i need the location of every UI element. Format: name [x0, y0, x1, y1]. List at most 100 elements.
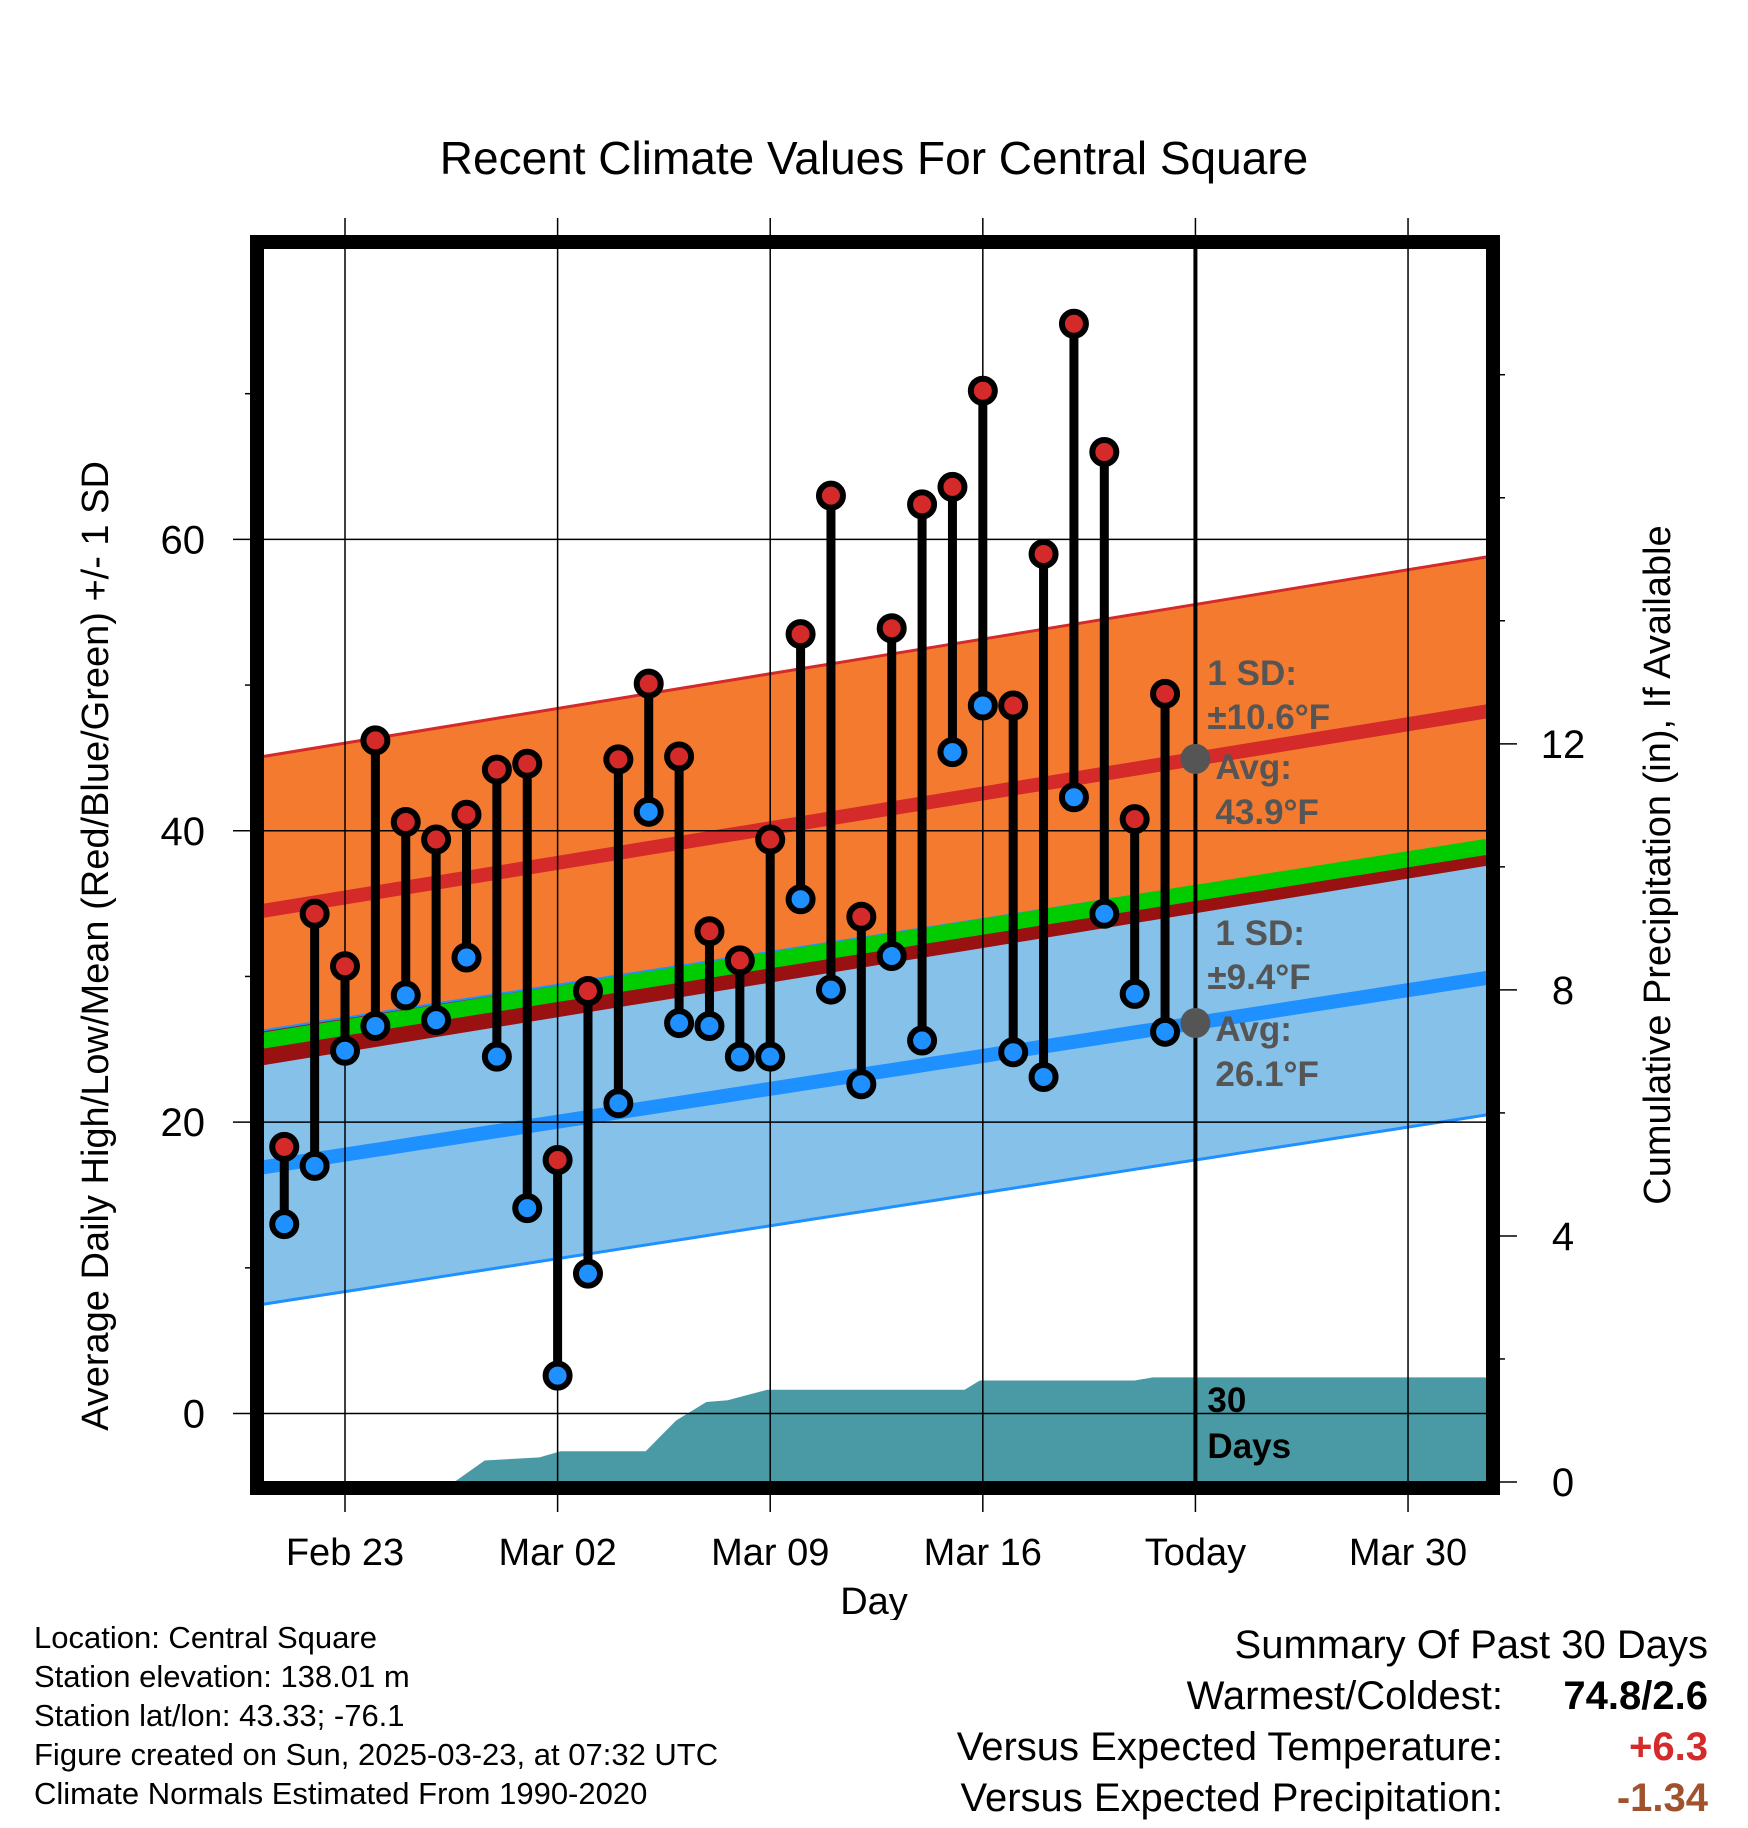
- daily-high-point: [451, 799, 482, 830]
- low-sd-value: ±9.4°F: [1207, 958, 1310, 997]
- daily-low-point: [694, 1010, 725, 1041]
- daily-low-point: [724, 1041, 755, 1072]
- daily-high-point: [633, 668, 664, 699]
- daily-high-point: [694, 916, 725, 947]
- daily-low-point: [390, 980, 421, 1011]
- daily-high-point: [1089, 436, 1120, 467]
- summary-title: Summary Of Past 30 Days: [1234, 1623, 1708, 1667]
- daily-low-point: [572, 1258, 603, 1289]
- daily-high-point: [299, 898, 330, 929]
- daily-low-point: [1150, 1016, 1181, 1047]
- daily-high-point: [967, 375, 998, 406]
- precip-label: Versus Expected Precipitation:: [960, 1776, 1503, 1820]
- daily-low-point: [481, 1041, 512, 1072]
- daily-high-point: [907, 489, 938, 520]
- daily-high-point: [755, 824, 786, 855]
- temp-label: Versus Expected Temperature:: [956, 1725, 1503, 1769]
- y-tick-label: 0: [183, 1393, 205, 1437]
- x-tick-label: Mar 16: [924, 1532, 1042, 1574]
- high-sd-upper-line: [263, 555, 1487, 758]
- daily-low-point: [451, 942, 482, 973]
- x-tick-label: Mar 02: [498, 1532, 616, 1574]
- days-unit-label: Days: [1207, 1427, 1291, 1466]
- daily-low-point: [633, 796, 664, 827]
- chart-title: Recent Climate Values For Central Square: [440, 132, 1308, 184]
- high-avg-value: 43.9°F: [1215, 793, 1319, 832]
- daily-high-point: [998, 690, 1029, 721]
- normals-text: Climate Normals Estimated From 1990-2020: [34, 1776, 648, 1811]
- daily-low-point: [330, 1035, 361, 1066]
- today-low-normal-marker: [1180, 1008, 1211, 1039]
- warm-cold-label: Warmest/Coldest:: [1186, 1674, 1503, 1718]
- x-tick-label: Today: [1145, 1532, 1246, 1574]
- daily-high-point: [937, 471, 968, 502]
- y2-tick-label: 4: [1552, 1215, 1574, 1259]
- daily-high-point: [785, 619, 816, 650]
- daily-high-point: [876, 613, 907, 644]
- high-avg-label: Avg:: [1215, 748, 1291, 787]
- daily-low-point: [998, 1037, 1029, 1068]
- daily-high-point: [512, 748, 543, 779]
- daily-low-point: [937, 737, 968, 768]
- daily-high-point: [390, 807, 421, 838]
- daily-high-point: [542, 1145, 573, 1176]
- y2-tick-label: 12: [1541, 723, 1586, 767]
- daily-low-point: [542, 1360, 573, 1391]
- plot-frame: [250, 235, 1500, 1495]
- y-axis-label: Average Daily High/Low/Mean (Red/Blue/Gr…: [75, 461, 117, 1431]
- low-avg-value: 26.1°F: [1215, 1055, 1319, 1094]
- x-tick-label: Mar 09: [711, 1532, 829, 1574]
- latlon-text: Station lat/lon: 43.33; -76.1: [34, 1698, 405, 1733]
- summary-panel: Summary Of Past 30 Days Warmest/Coldest:…: [808, 1620, 1708, 1824]
- low-sd-label: 1 SD:: [1215, 914, 1304, 953]
- daily-high-point: [815, 480, 846, 511]
- days-count-label: 30: [1207, 1381, 1246, 1420]
- precip-row: Versus Expected Precipitation: -1.34: [808, 1773, 1708, 1824]
- daily-high-point: [1119, 804, 1150, 835]
- daily-low-point: [815, 974, 846, 1005]
- mean-normal-line: [263, 838, 1487, 1049]
- location-text: Location: Central Square: [34, 1620, 377, 1655]
- daily-high-point: [360, 725, 391, 756]
- daily-low-point: [664, 1008, 695, 1039]
- low-avg-label: Avg:: [1215, 1010, 1291, 1049]
- warm-cold-value: 74.8/2.6: [1563, 1674, 1708, 1718]
- daily-low-point: [1058, 782, 1089, 813]
- daily-low-point: [967, 690, 998, 721]
- daily-low-point: [603, 1088, 634, 1119]
- daily-low-point: [755, 1041, 786, 1072]
- plot-inner: [263, 248, 1487, 1482]
- daily-low-point: [421, 1005, 452, 1036]
- temp-row: Versus Expected Temperature: +6.3: [808, 1722, 1708, 1773]
- daily-high-point: [481, 754, 512, 785]
- high-sd-label: 1 SD:: [1207, 654, 1296, 693]
- x-tick-label: Mar 30: [1349, 1532, 1467, 1574]
- daily-high-point: [330, 951, 361, 982]
- daily-high-point: [269, 1131, 300, 1162]
- daily-high-point: [1150, 678, 1181, 709]
- warm-cold-row: Warmest/Coldest: 74.8/2.6: [808, 1671, 1708, 1722]
- daily-low-point: [299, 1150, 330, 1181]
- precip-area: [263, 1377, 1487, 1482]
- daily-low-point: [360, 1010, 391, 1041]
- daily-high-point: [603, 744, 634, 775]
- temp-value: +6.3: [1629, 1725, 1708, 1769]
- daily-high-point: [846, 901, 877, 932]
- precip-value: -1.34: [1616, 1776, 1708, 1820]
- daily-low-point: [1028, 1061, 1059, 1092]
- y2-axis-label: Cumulative Precipitation (in), If Availa…: [1637, 525, 1679, 1204]
- daily-high-point: [572, 976, 603, 1007]
- y-tick-label: 60: [161, 518, 206, 562]
- daily-low-point: [785, 884, 816, 915]
- daily-high-point: [1058, 308, 1089, 339]
- daily-low-point: [1119, 978, 1150, 1009]
- low-normal-line: [263, 970, 1487, 1175]
- high-sd-value: ±10.6°F: [1207, 698, 1330, 737]
- created-text: Figure created on Sun, 2025-03-23, at 07…: [34, 1737, 719, 1772]
- climate-chart: Recent Climate Values For Central Square…: [75, 132, 1679, 1620]
- station-info: Location: Central Square Station elevati…: [34, 1618, 718, 1813]
- y2-tick-label: 8: [1552, 969, 1574, 1013]
- x-axis-label: Day: [840, 1581, 908, 1620]
- daily-high-point: [664, 741, 695, 772]
- x-tick-label: Feb 23: [286, 1532, 404, 1574]
